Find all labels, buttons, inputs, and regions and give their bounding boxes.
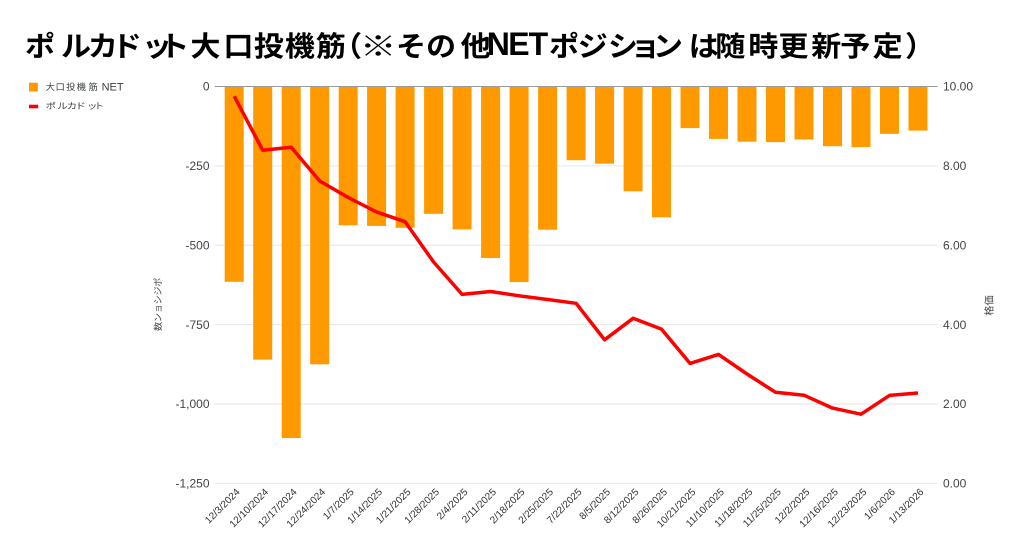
- svg-text:NET: NET: [102, 81, 124, 93]
- svg-text:-1,000: -1,000: [175, 397, 209, 411]
- svg-text:8.00: 8.00: [943, 159, 967, 173]
- svg-text:0: 0: [203, 80, 210, 94]
- svg-text:0.00: 0.00: [943, 477, 967, 491]
- svg-text:6.00: 6.00: [943, 239, 967, 253]
- svg-text:2.00: 2.00: [943, 397, 967, 411]
- svg-text:10.00: 10.00: [943, 80, 973, 94]
- svg-text:E: E: [508, 26, 529, 62]
- svg-text:N: N: [487, 26, 510, 62]
- svg-text:T: T: [529, 26, 549, 62]
- svg-text:-750: -750: [185, 318, 209, 332]
- svg-text:-500: -500: [185, 239, 209, 253]
- svg-text:-250: -250: [185, 159, 209, 173]
- svg-text:4.00: 4.00: [943, 318, 967, 332]
- svg-text:-1,250: -1,250: [175, 477, 209, 491]
